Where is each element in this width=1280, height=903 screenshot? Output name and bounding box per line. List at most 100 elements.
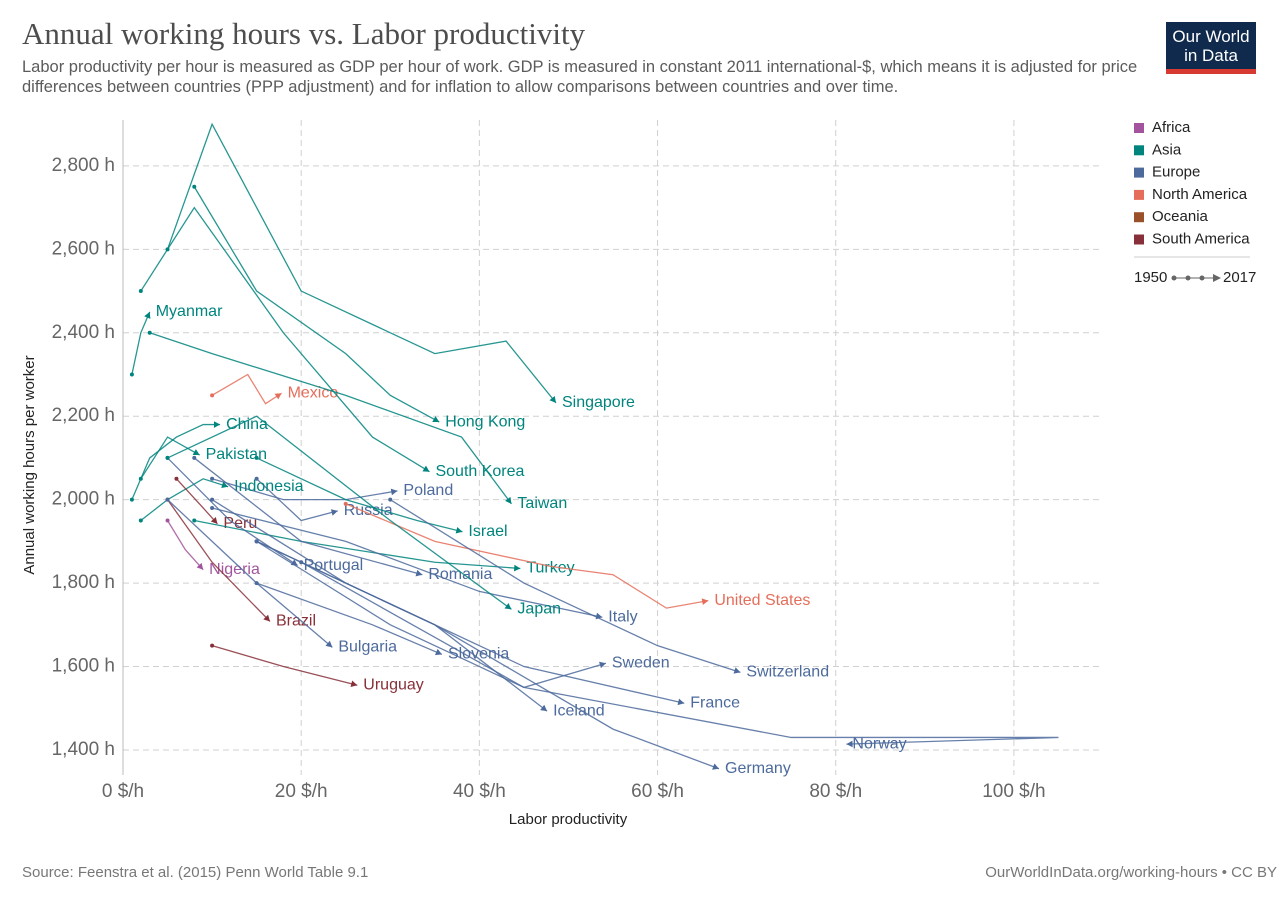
end-arrow — [330, 509, 338, 516]
end-arrow — [221, 481, 229, 489]
start-dot — [147, 330, 152, 335]
time-start: 1950 — [1134, 269, 1167, 286]
trajectory-line — [211, 499, 685, 704]
trajectory-line — [166, 122, 557, 404]
end-arrow — [210, 517, 218, 524]
x-tick-label: 100 $/h — [982, 781, 1045, 802]
end-arrow — [846, 740, 853, 748]
legend-label: Oceania — [1152, 208, 1209, 225]
trajectory-line — [193, 186, 440, 423]
trajectory-line — [193, 457, 423, 576]
end-arrow — [263, 614, 270, 622]
trajectory-line — [131, 311, 151, 375]
country-label: Pakistan — [206, 446, 267, 463]
country-trajectory: Norway — [299, 560, 1059, 752]
start-dot — [254, 455, 259, 460]
start-dot — [138, 476, 143, 481]
country-label: Russia — [344, 502, 393, 519]
end-arrow — [434, 648, 442, 656]
x-tick-label: 20 $/h — [275, 781, 328, 802]
country-label: Indonesia — [234, 478, 303, 495]
country-label: Romania — [428, 566, 492, 583]
legend-label: Africa — [1152, 119, 1191, 136]
time-arrow — [1213, 274, 1221, 282]
logo-text: Our World — [1172, 27, 1250, 46]
country-trajectory: Israel — [254, 455, 508, 540]
start-dot — [210, 497, 215, 502]
trajectory-line — [300, 561, 1059, 745]
legend-swatch — [1134, 234, 1144, 245]
trajectory-line — [140, 206, 430, 473]
country-trajectory: Myanmar — [129, 303, 223, 377]
chart-subtitle: Labor productivity per hour is measured … — [22, 58, 1138, 96]
start-dot — [192, 455, 197, 460]
country-label: Brazil — [276, 613, 316, 630]
end-arrow — [390, 488, 398, 496]
time-dot — [1171, 275, 1177, 281]
start-dot — [388, 497, 393, 502]
country-trajectory: Italy — [210, 505, 638, 626]
country-label: Taiwan — [517, 495, 567, 512]
y-tick-label: 1,600 h — [52, 656, 115, 677]
start-dot — [343, 501, 348, 506]
country-label: Mexico — [288, 384, 339, 401]
time-end: 2017 — [1223, 269, 1256, 286]
end-arrow — [540, 704, 548, 712]
country-label: Portugal — [304, 557, 364, 574]
country-trajectory: South Korea — [138, 206, 525, 480]
country-trajectory: Portugal — [165, 455, 364, 574]
y-tick-label: 2,000 h — [52, 489, 115, 510]
trajectory-line — [194, 519, 521, 570]
country-trajectory: Pakistan — [138, 436, 267, 481]
trajectory-line — [166, 520, 204, 571]
legend-swatch — [1134, 167, 1144, 178]
logo[interactable]: Our World in Data — [1166, 22, 1256, 74]
trajectory-line — [211, 507, 603, 618]
start-dot — [165, 518, 170, 523]
trajectory-line — [256, 540, 720, 770]
trajectory-line — [256, 457, 463, 533]
end-arrow — [701, 598, 709, 605]
country-label: Myanmar — [156, 303, 223, 320]
legend-swatch — [1134, 123, 1144, 133]
country-label: Sweden — [612, 654, 670, 671]
start-dot — [129, 372, 134, 377]
end-arrow — [505, 496, 512, 504]
trajectory-line — [389, 499, 741, 673]
country-label: United States — [714, 592, 810, 609]
trajectory-line — [149, 332, 512, 505]
legend-swatch — [1134, 189, 1144, 200]
trajectory-line — [211, 373, 282, 405]
y-tick-label: 2,800 h — [52, 155, 115, 176]
y-tick-label: 1,400 h — [52, 739, 115, 760]
time-dot — [1199, 275, 1205, 281]
start-dot — [165, 497, 170, 502]
time-dot — [1185, 275, 1191, 281]
x-tick-label: 0 $/h — [102, 781, 144, 802]
country-label: Bulgaria — [338, 639, 397, 656]
start-dot — [210, 476, 215, 481]
country-label: Italy — [608, 609, 637, 626]
country-trajectory: Poland — [210, 476, 453, 501]
country-label: Hong Kong — [445, 413, 525, 430]
legend-label: Asia — [1152, 141, 1182, 158]
x-tick-label: 60 $/h — [631, 781, 684, 802]
end-arrow — [432, 416, 440, 423]
end-arrow — [422, 465, 430, 472]
y-tick-label: 1,800 h — [52, 572, 115, 593]
x-tick-label: 80 $/h — [809, 781, 862, 802]
country-label: South Korea — [435, 463, 524, 480]
country-trajectory: Taiwan — [147, 330, 567, 512]
end-arrow — [144, 311, 151, 319]
trajectory-line — [131, 423, 221, 500]
country-trajectory: Switzerland — [388, 497, 829, 681]
country-trajectory: Singapore — [165, 122, 635, 411]
start-dot — [254, 581, 259, 586]
country-label: Nigeria — [209, 561, 260, 578]
legend-label: South America — [1152, 230, 1250, 247]
country-label: Norway — [852, 735, 906, 752]
country-label: China — [226, 416, 268, 433]
end-arrow — [274, 393, 282, 400]
